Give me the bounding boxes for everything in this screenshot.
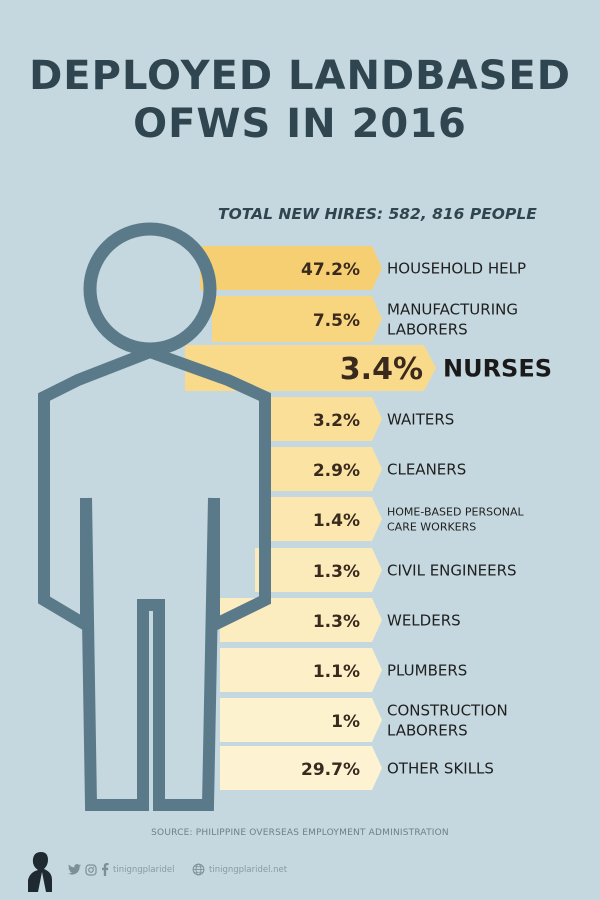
bar (220, 698, 382, 742)
twitter-icon[interactable] (68, 864, 81, 875)
category-label: OTHER SKILLS (387, 759, 494, 777)
page-title: DEPLOYED LANDBASED OFWS IN 2016 (0, 52, 600, 148)
value-label: 47.2% (301, 260, 360, 280)
category-label: CIVIL ENGINEERS (387, 561, 517, 579)
value-label: 3.2% (313, 411, 360, 431)
bar (255, 548, 382, 592)
category-label: CLEANERS (387, 460, 466, 478)
website-link[interactable]: tinigngplaridel.net (209, 864, 288, 875)
bar (220, 746, 382, 790)
category-label: MANUFACTURING LABORERS (387, 300, 518, 338)
category-label: WAITERS (387, 410, 454, 428)
bar (260, 447, 382, 491)
bar (260, 497, 382, 541)
bar (260, 397, 382, 441)
title-line-1: DEPLOYED LANDBASED (29, 53, 571, 99)
avatar-silhouette-icon (28, 852, 52, 892)
value-label: 1.1% (313, 662, 360, 682)
category-label: HOME-BASED PERSONAL CARE WORKERS (387, 505, 525, 533)
social-handle[interactable]: tinigngplaridel (113, 864, 175, 875)
title-line-2: OFWS IN 2016 (133, 101, 467, 147)
value-label: 7.5% (313, 311, 360, 331)
source-note: SOURCE: PHILIPPINE OVERSEAS EMPLOYMENT A… (151, 828, 449, 838)
category-label: CONSTRUCTION LABORERS (387, 701, 508, 739)
value-label: 2.9% (313, 461, 360, 481)
facebook-icon[interactable] (101, 863, 109, 876)
total-hires: TOTAL NEW HIRES: 582, 816 PEOPLE (218, 205, 537, 223)
bars-group: 47.2% HOUSEHOLD HELP 7.5% MANUFACTURING LABO… (185, 246, 552, 790)
instagram-icon[interactable] (85, 863, 97, 876)
category-label: WELDERS (387, 611, 461, 629)
person-silhouette-icon (38, 222, 271, 811)
value-label: 1.4% (313, 511, 360, 531)
footer: tinigngplaridel tinigngplaridel.net (22, 850, 582, 892)
value-label: 1% (331, 712, 360, 732)
bar (185, 345, 436, 391)
website: tinigngplaridel.net (192, 863, 287, 876)
value-label: 29.7% (301, 760, 360, 780)
bar (220, 598, 382, 642)
bar (212, 296, 382, 342)
bar (200, 246, 382, 290)
category-label: HOUSEHOLD HELP (387, 259, 526, 277)
category-label: PLUMBERS (387, 661, 467, 679)
category-label: NURSES (443, 355, 552, 383)
value-label: 3.4% (340, 352, 423, 387)
globe-icon (192, 863, 205, 876)
value-label: 1.3% (313, 562, 360, 582)
social-icons: tinigngplaridel (68, 863, 174, 876)
bar (220, 648, 382, 692)
value-label: 1.3% (313, 612, 360, 632)
